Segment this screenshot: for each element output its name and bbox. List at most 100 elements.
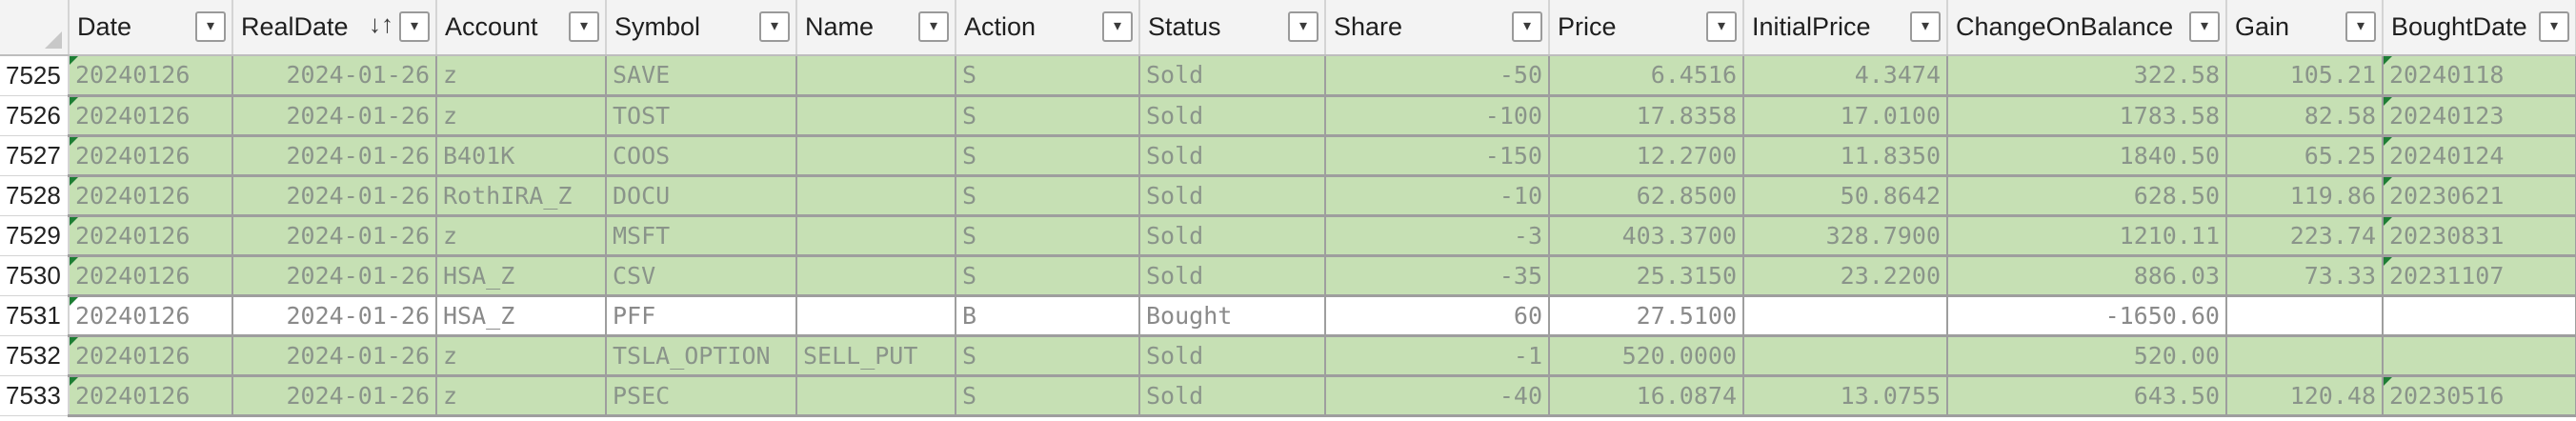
cell-realdate[interactable]: 2024-01-26 (232, 95, 437, 137)
row-number[interactable]: 7529 (0, 215, 70, 256)
cell-price[interactable]: 17.8358 (1549, 95, 1744, 137)
cell-gain[interactable] (2226, 295, 2384, 337)
column-header-gain[interactable]: Gain ▾ (2226, 0, 2384, 56)
cell-name[interactable] (796, 95, 956, 137)
cell-date[interactable]: 20240126 (69, 255, 233, 297)
cell-share[interactable]: -150 (1325, 135, 1550, 177)
filter-dropdown-icon[interactable]: ▾ (918, 11, 949, 42)
cell-action[interactable]: S (956, 375, 1140, 417)
cell-changeonbalance[interactable]: 1210.11 (1947, 215, 2227, 257)
column-header-account[interactable]: Account ▾ (436, 0, 607, 56)
cell-changeonbalance[interactable]: 886.03 (1947, 255, 2227, 297)
column-header-boughtdate[interactable]: BoughtDate ▾ (2383, 0, 2576, 56)
cell-status[interactable]: Sold (1139, 135, 1326, 177)
cell-boughtdate[interactable] (2383, 295, 2576, 337)
cell-realdate[interactable]: 2024-01-26 (232, 295, 437, 337)
row-number[interactable]: 7533 (0, 375, 70, 416)
cell-action[interactable]: S (956, 215, 1140, 257)
cell-gain[interactable]: 82.58 (2226, 95, 2384, 137)
cell-status[interactable]: Bought (1139, 295, 1326, 337)
column-header-price[interactable]: Price ▾ (1549, 0, 1744, 56)
cell-share[interactable]: -10 (1325, 175, 1550, 217)
row-number[interactable]: 7525 (0, 55, 70, 96)
cell-initialprice[interactable] (1743, 335, 1948, 377)
cell-initialprice[interactable] (1743, 295, 1948, 337)
filter-dropdown-icon[interactable]: ▾ (569, 11, 599, 42)
cell-symbol[interactable]: MSFT (606, 215, 797, 257)
column-header-symbol[interactable]: Symbol ▾ (606, 0, 797, 56)
cell-date[interactable]: 20240126 (69, 375, 233, 417)
cell-action[interactable]: S (956, 175, 1140, 217)
cell-changeonbalance[interactable]: -1650.60 (1947, 295, 2227, 337)
column-header-date[interactable]: Date ▾ (69, 0, 233, 56)
cell-date[interactable]: 20240126 (69, 175, 233, 217)
row-number[interactable]: 7530 (0, 255, 70, 296)
cell-gain[interactable] (2226, 335, 2384, 377)
select-all-corner[interactable] (0, 0, 70, 56)
cell-price[interactable]: 520.0000 (1549, 335, 1744, 377)
filter-dropdown-icon[interactable]: ▾ (1288, 11, 1318, 42)
cell-action[interactable]: S (956, 255, 1140, 297)
row-number[interactable]: 7526 (0, 95, 70, 136)
cell-boughtdate[interactable] (2383, 335, 2576, 377)
cell-action[interactable]: S (956, 135, 1140, 177)
cell-initialprice[interactable]: 23.2200 (1743, 255, 1948, 297)
column-header-action[interactable]: Action ▾ (956, 0, 1140, 56)
cell-initialprice[interactable]: 11.8350 (1743, 135, 1948, 177)
cell-name[interactable]: SELL_PUT (796, 335, 956, 377)
filter-dropdown-icon[interactable]: ▾ (1706, 11, 1737, 42)
cell-date[interactable]: 20240126 (69, 335, 233, 377)
filter-dropdown-icon[interactable]: ▾ (1512, 11, 1542, 42)
cell-symbol[interactable]: TSLA_OPTION (606, 335, 797, 377)
cell-name[interactable] (796, 135, 956, 177)
cell-boughtdate[interactable]: 20230831 (2383, 215, 2576, 257)
cell-share[interactable]: -100 (1325, 95, 1550, 137)
cell-share[interactable]: -35 (1325, 255, 1550, 297)
cell-status[interactable]: Sold (1139, 55, 1326, 97)
row-number[interactable]: 7527 (0, 135, 70, 176)
cell-name[interactable] (796, 175, 956, 217)
cell-price[interactable]: 62.8500 (1549, 175, 1744, 217)
cell-date[interactable]: 20240126 (69, 95, 233, 137)
cell-status[interactable]: Sold (1139, 335, 1326, 377)
cell-gain[interactable]: 65.25 (2226, 135, 2384, 177)
cell-symbol[interactable]: PFF (606, 295, 797, 337)
cell-symbol[interactable]: COOS (606, 135, 797, 177)
cell-date[interactable]: 20240126 (69, 295, 233, 337)
cell-initialprice[interactable]: 13.0755 (1743, 375, 1948, 417)
cell-account[interactable]: z (436, 55, 607, 97)
cell-symbol[interactable]: SAVE (606, 55, 797, 97)
cell-account[interactable]: B401K (436, 135, 607, 177)
cell-initialprice[interactable]: 50.8642 (1743, 175, 1948, 217)
filter-dropdown-icon[interactable]: ▾ (2189, 11, 2220, 42)
cell-realdate[interactable]: 2024-01-26 (232, 335, 437, 377)
cell-gain[interactable]: 105.21 (2226, 55, 2384, 97)
cell-share[interactable]: 60 (1325, 295, 1550, 337)
column-header-status[interactable]: Status ▾ (1139, 0, 1326, 56)
cell-action[interactable]: S (956, 95, 1140, 137)
cell-price[interactable]: 25.3150 (1549, 255, 1744, 297)
cell-name[interactable] (796, 375, 956, 417)
cell-changeonbalance[interactable]: 322.58 (1947, 55, 2227, 97)
cell-realdate[interactable]: 2024-01-26 (232, 175, 437, 217)
cell-name[interactable] (796, 255, 956, 297)
cell-boughtdate[interactable]: 20240123 (2383, 95, 2576, 137)
cell-share[interactable]: -1 (1325, 335, 1550, 377)
cell-realdate[interactable]: 2024-01-26 (232, 255, 437, 297)
cell-price[interactable]: 16.0874 (1549, 375, 1744, 417)
cell-status[interactable]: Sold (1139, 215, 1326, 257)
cell-date[interactable]: 20240126 (69, 135, 233, 177)
cell-symbol[interactable]: DOCU (606, 175, 797, 217)
filter-dropdown-icon[interactable]: ▾ (2539, 11, 2569, 42)
cell-name[interactable] (796, 295, 956, 337)
row-number[interactable]: 7528 (0, 175, 70, 216)
cell-account[interactable]: z (436, 375, 607, 417)
column-header-changeonbalance[interactable]: ChangeOnBalance ▾ (1947, 0, 2227, 56)
cell-realdate[interactable]: 2024-01-26 (232, 135, 437, 177)
cell-price[interactable]: 6.4516 (1549, 55, 1744, 97)
filter-dropdown-icon[interactable]: ▾ (1910, 11, 1941, 42)
cell-date[interactable]: 20240126 (69, 55, 233, 97)
cell-account[interactable]: z (436, 215, 607, 257)
column-header-realdate[interactable]: RealDate ↓↑ ▾ (232, 0, 437, 56)
